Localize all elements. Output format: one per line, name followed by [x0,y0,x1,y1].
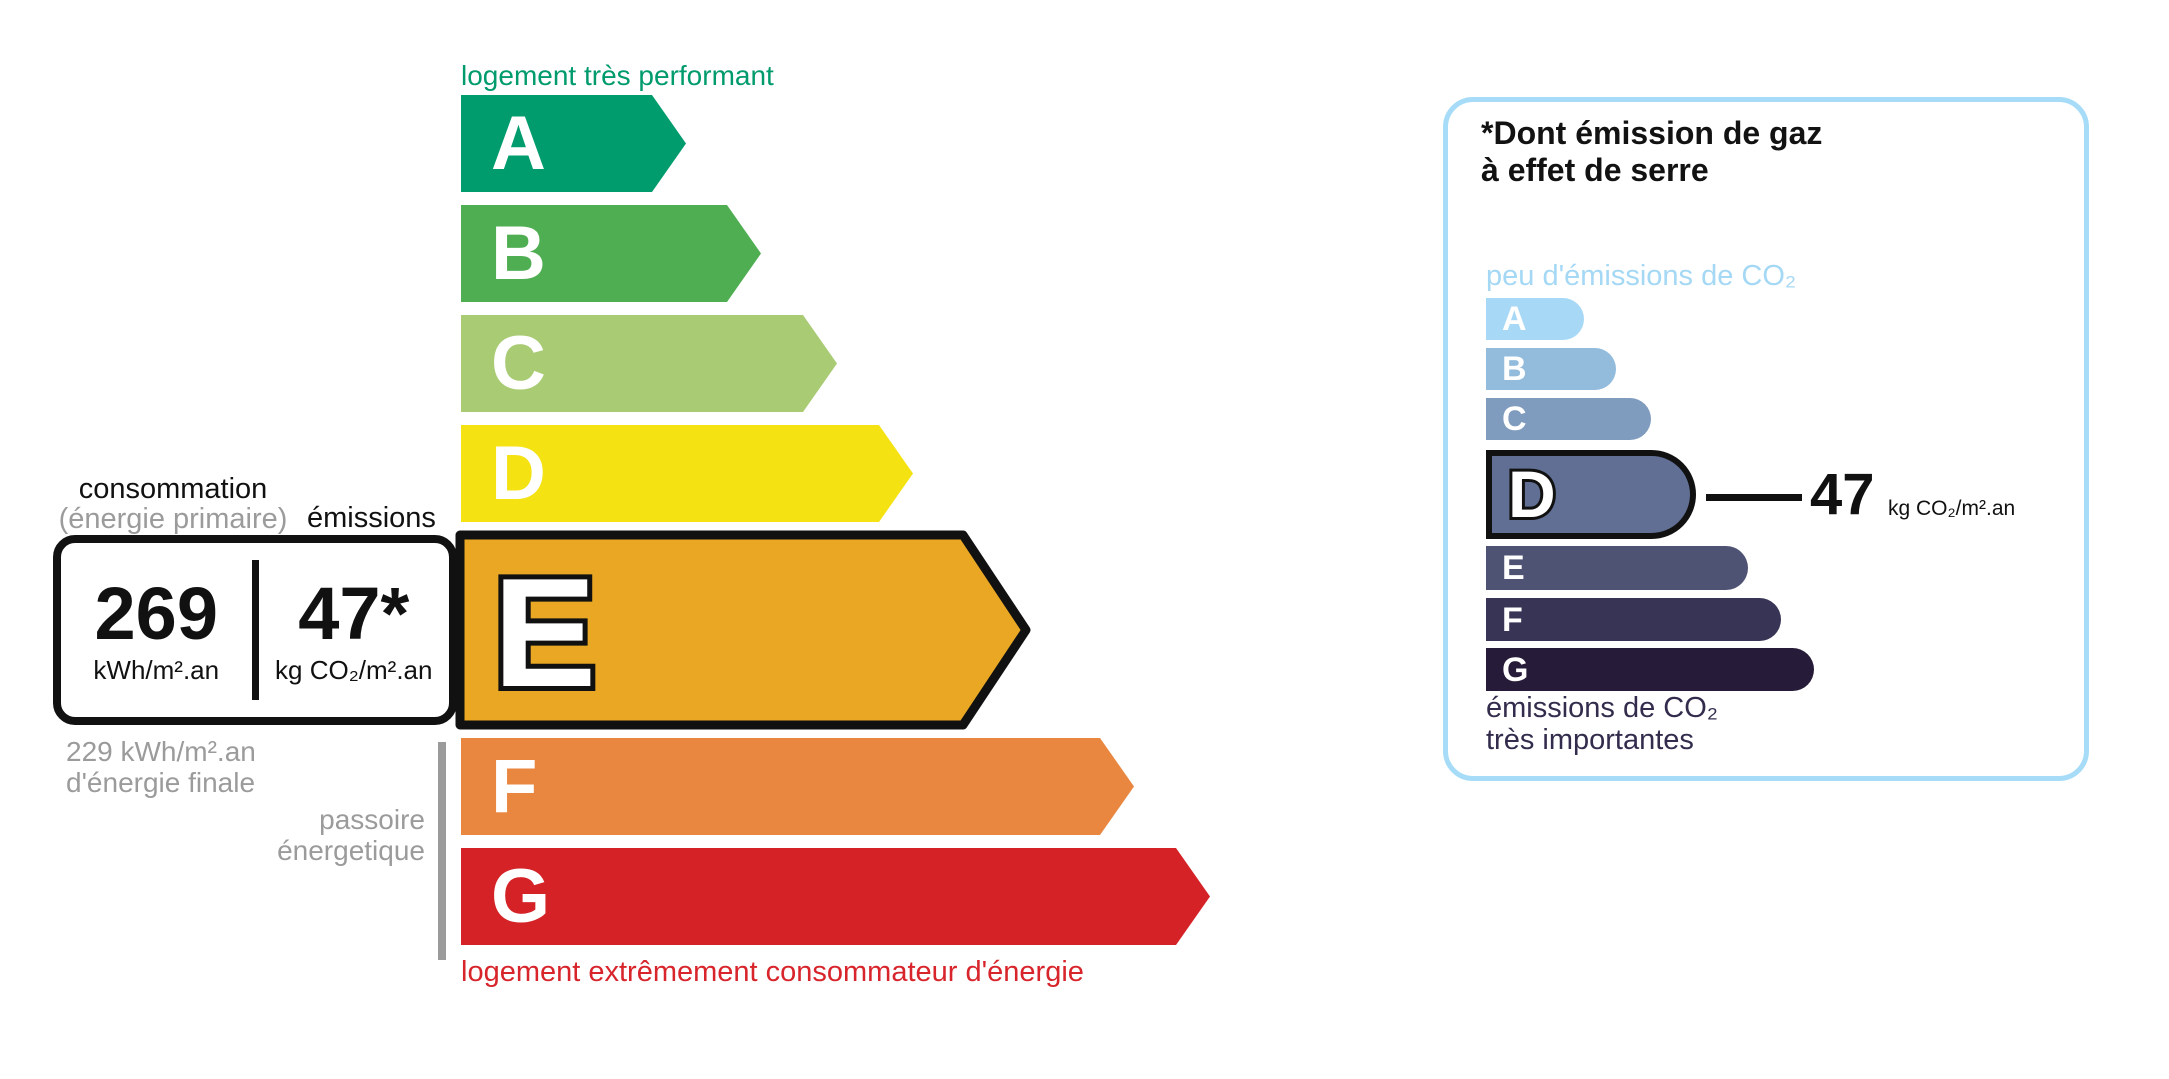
energy-scale-bottom-caption: logement extrêmement consommateur d'éner… [461,956,1084,988]
final-energy-note-line2: d'énergie finale [66,767,256,798]
energy-class-letter-c: C [491,320,546,406]
energy-class-letter-e: E [493,546,596,719]
energy-class-letter-b: B [491,210,546,296]
co2-scale-bottom-caption-line1: émissions de CO₂ [1486,692,1719,724]
co2-class-bar-a: A [1486,298,1584,340]
co2-value-unit: kg CO₂/m².an [1888,497,2016,520]
energy-class-bar-d: D [461,425,913,522]
co2-panel-title-line2: à effet de serre [1481,152,1709,188]
co2-class-letter-e: E [1502,549,1525,587]
energy-class-letter-d: D [491,430,546,516]
energy-class-letter-a: A [491,100,546,186]
energy-class-letter-f: F [491,743,538,829]
final-energy-note-line1: 229 kWh/m².an [66,736,256,767]
primary-energy-label: (énergie primaire) [58,503,288,535]
energy-class-bar-c: C [461,315,837,412]
co2-value-callout-line [1706,494,1802,501]
energy-class-bar-g: G [461,848,1210,945]
co2-class-bar-g: G [1486,648,1814,691]
primary-energy-unit: kWh/m².an [93,655,220,685]
energy-sieve-bracket-bar [438,742,446,960]
emissions-value: 47* [298,572,410,655]
primary-energy-cell: 269 kWh/m².an [61,543,252,717]
emissions-unit: kg CO₂/m².an [275,655,433,685]
co2-class-letter-c: C [1502,400,1527,438]
primary-energy-value: 269 [94,572,218,655]
energy-class-bar-f: F [461,738,1134,835]
energy-value-box: 269 kWh/m².an 47* kg CO₂/m².an [53,535,457,725]
energy-class-letter-g: G [491,853,551,939]
svg-text:D: D [1508,457,1556,531]
energy-sieve-note-line1: passoire [319,804,425,835]
co2-class-letter-g: G [1502,650,1529,689]
energy-class-e-arrow [455,530,1031,730]
emissions-label: émissions [307,502,436,534]
co2-class-letter-d-outlined: D [1505,456,1559,534]
co2-class-letter-a: A [1502,300,1527,338]
co2-class-bar-d-selected: D [1486,450,1696,539]
co2-panel-title: *Dont émission de gaz à effet de serre [1481,115,1822,189]
emissions-cell: 47* kg CO₂/m².an [259,543,450,717]
value-box-divider [251,560,259,700]
co2-class-letter-b: B [1502,350,1527,388]
co2-value: 47 [1810,462,1875,527]
co2-scale-bottom-caption-line2: très importantes [1486,724,1694,756]
co2-scale-top-caption: peu d'émissions de CO₂ [1486,260,1797,292]
co2-scale-bottom-caption: émissions de CO₂ très importantes [1486,692,1718,756]
energy-class-bar-b: B [461,205,761,302]
value-box-column-labels: consommation (énergie primaire) [53,474,293,534]
co2-class-bar-c: C [1486,398,1651,440]
co2-class-bar-f: F [1486,598,1781,641]
energy-class-bar-a: A [461,95,686,192]
co2-panel-title-line1: *Dont émission de gaz [1481,115,1823,151]
energy-class-bar-e-selected: E [455,530,1031,730]
energy-scale-top-caption: logement très performant [461,60,774,91]
final-energy-note: 229 kWh/m².an d'énergie finale [66,736,256,798]
consumption-label: consommation [78,473,268,505]
energy-sieve-note: passoire énergetique [210,804,425,866]
co2-class-letter-f: F [1502,600,1523,639]
co2-class-bar-e: E [1486,546,1748,590]
energy-sieve-note-line2: énergetique [277,835,425,866]
co2-class-bar-b: B [1486,348,1616,390]
